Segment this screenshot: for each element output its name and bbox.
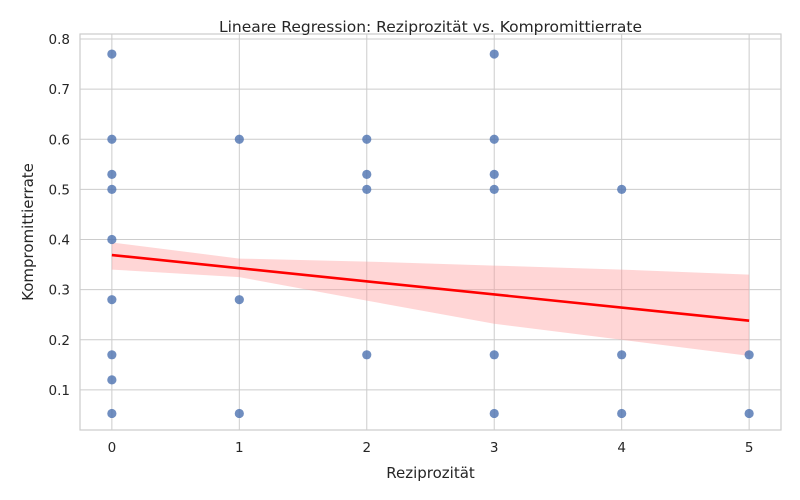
data-point bbox=[107, 169, 117, 179]
y-tick-label: 0.1 bbox=[49, 383, 70, 399]
data-point bbox=[617, 408, 627, 419]
data-point bbox=[107, 184, 117, 194]
y-tick-label: 0.6 bbox=[49, 132, 70, 148]
data-point bbox=[489, 134, 499, 144]
data-point bbox=[617, 184, 627, 194]
confidence-band bbox=[111, 242, 750, 356]
data-point bbox=[362, 350, 372, 360]
x-tick-label: 0 bbox=[108, 440, 117, 456]
data-point bbox=[362, 134, 372, 144]
x-tick-label: 1 bbox=[235, 440, 244, 456]
data-point bbox=[362, 169, 372, 179]
data-point bbox=[107, 49, 117, 59]
plot-frame bbox=[79, 33, 782, 431]
data-point bbox=[489, 184, 499, 194]
x-tick-label: 3 bbox=[490, 440, 499, 456]
tick-labels: 0 1 2 3 4 5 0.1 0.2 0.3 0.4 0.5 0.6 0.7 0.8 bbox=[49, 32, 754, 456]
x-tick-label: 4 bbox=[617, 440, 626, 456]
y-tick-label: 0.2 bbox=[49, 333, 70, 349]
x-axis-label: Reziprozität bbox=[386, 464, 475, 482]
regression-line-group bbox=[111, 253, 750, 323]
y-axis-label: Kompromittierrate bbox=[19, 163, 37, 301]
y-tick-label: 0.7 bbox=[49, 82, 70, 98]
data-point bbox=[107, 134, 117, 144]
data-point bbox=[234, 134, 244, 144]
confidence-band-group bbox=[111, 242, 750, 356]
y-tick-label: 0.5 bbox=[49, 182, 70, 198]
data-point bbox=[617, 350, 627, 360]
data-point bbox=[489, 169, 499, 179]
data-point bbox=[744, 408, 754, 419]
data-point bbox=[744, 350, 754, 360]
data-point bbox=[234, 295, 244, 305]
y-tick-label: 0.8 bbox=[49, 32, 70, 48]
x-tick-label: 2 bbox=[362, 440, 371, 456]
x-tick-label: 5 bbox=[745, 440, 754, 456]
data-point bbox=[107, 350, 117, 360]
data-point bbox=[234, 408, 244, 419]
regression-line bbox=[111, 253, 750, 323]
y-tick-label: 0.3 bbox=[49, 283, 70, 299]
chart-title: Lineare Regression: Reziprozität vs. Kom… bbox=[219, 18, 642, 36]
scatter-points bbox=[107, 49, 754, 419]
data-point bbox=[107, 375, 117, 385]
data-point bbox=[107, 295, 117, 305]
data-point bbox=[489, 350, 499, 360]
data-point bbox=[362, 184, 372, 194]
y-tick-label: 0.4 bbox=[49, 233, 70, 249]
data-point bbox=[489, 49, 499, 59]
grid bbox=[80, 34, 781, 430]
data-point bbox=[489, 408, 499, 419]
data-point bbox=[107, 408, 117, 419]
data-point bbox=[107, 234, 117, 245]
